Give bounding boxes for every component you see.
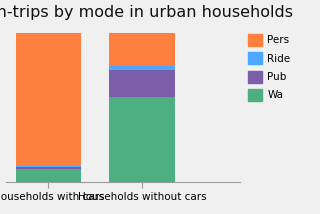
Bar [16, 168, 81, 182]
Bar [109, 33, 175, 66]
Bar [16, 33, 81, 166]
Bar [16, 166, 81, 167]
Bar [16, 167, 81, 168]
Bar [109, 66, 175, 70]
Legend: Pers, Ride, Pub, Wa: Pers, Ride, Pub, Wa [248, 34, 291, 101]
Bar [109, 97, 175, 182]
Title: Person-trips by mode in urban households: Person-trips by mode in urban households [0, 5, 293, 20]
Bar [109, 70, 175, 97]
